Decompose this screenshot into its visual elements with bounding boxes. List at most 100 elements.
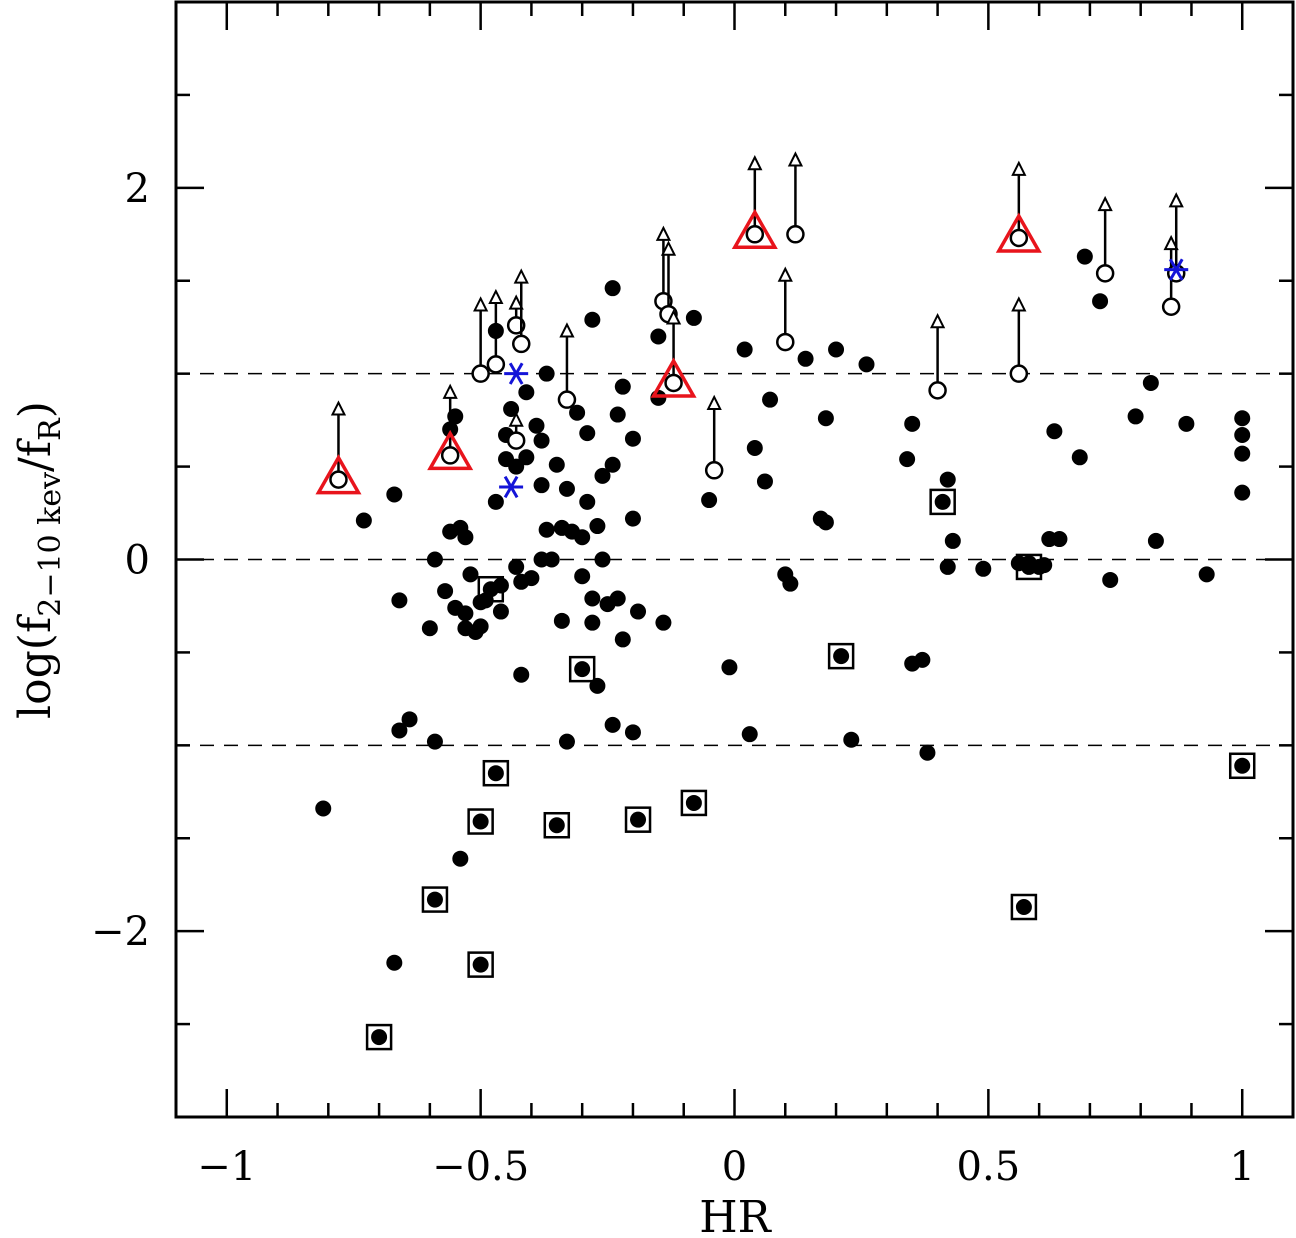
- data-point: [1198, 566, 1215, 583]
- data-point: [939, 471, 956, 488]
- data-point: [543, 551, 560, 568]
- limit-point: [440, 446, 460, 465]
- data-point: [614, 378, 631, 395]
- data-point: [609, 406, 626, 423]
- triangle-marker: [315, 454, 362, 495]
- limit-arrow-head: [706, 394, 722, 410]
- limit-arrow-head: [488, 288, 504, 305]
- data-point: [899, 451, 916, 468]
- limit-arrow-head: [929, 312, 946, 329]
- data-point: [1234, 484, 1251, 501]
- limit-arrow-head: [660, 240, 677, 256]
- limit-point: [745, 225, 765, 244]
- boxed-point-frame: [1010, 893, 1038, 921]
- star-arm: [503, 475, 519, 499]
- data-point: [315, 800, 332, 817]
- data-point: [939, 558, 956, 575]
- boxed-point: [574, 661, 591, 678]
- limit-point: [1009, 364, 1029, 383]
- y-tick-label: 0: [125, 538, 150, 584]
- data-point: [604, 716, 621, 733]
- data-point: [858, 356, 875, 373]
- y-axis-title-mid: /f: [10, 438, 61, 472]
- data-point: [624, 724, 641, 741]
- data-point: [756, 473, 773, 490]
- limit-arrow-head: [1168, 192, 1184, 208]
- limit-point: [704, 461, 724, 480]
- data-point: [650, 328, 667, 345]
- limit-arrow-head: [665, 309, 682, 325]
- boxed-point-frame: [421, 886, 449, 913]
- data-point: [426, 551, 443, 568]
- limit-point: [1161, 297, 1181, 317]
- boxed-point-frame: [1228, 752, 1256, 780]
- data-point: [655, 614, 672, 631]
- y-axis-title: log(f2−10 kev/fR): [10, 401, 68, 719]
- y-axis-title-sub: 2−10 kev: [33, 472, 68, 617]
- data-point: [746, 440, 763, 456]
- data-point: [1127, 408, 1144, 425]
- boxed-point: [833, 648, 850, 665]
- boxed-point: [1015, 899, 1032, 916]
- data-point: [1046, 423, 1063, 440]
- boxed-point: [630, 811, 647, 828]
- triangle-marker: [427, 429, 474, 471]
- boxed-point: [548, 817, 565, 834]
- limit-point: [1009, 228, 1029, 248]
- data-point: [584, 311, 601, 328]
- limit-point: [928, 381, 947, 400]
- data-point: [421, 620, 438, 637]
- boxed-point-frame: [568, 655, 596, 683]
- y-axis-title-end: ): [10, 401, 61, 418]
- data-point: [1178, 415, 1195, 432]
- data-point: [492, 603, 509, 620]
- data-point: [553, 612, 570, 629]
- data-point: [817, 410, 834, 427]
- data-point: [589, 518, 606, 535]
- data-point: [584, 614, 601, 631]
- boxed-point: [371, 1029, 388, 1046]
- boxed-point-frame: [680, 789, 708, 817]
- data-point: [828, 341, 845, 358]
- data-point: [782, 575, 799, 592]
- data-point: [1076, 248, 1093, 265]
- data-point: [391, 592, 408, 609]
- limit-point: [786, 225, 805, 244]
- boxed-point-frame: [467, 808, 494, 835]
- data-point: [919, 744, 936, 761]
- data-point: [701, 492, 718, 509]
- data-point: [574, 529, 591, 546]
- data-point: [487, 493, 504, 510]
- data-point: [533, 432, 550, 449]
- boxed-point-frame: [477, 575, 505, 603]
- limit-arrow-head: [1011, 296, 1027, 312]
- data-point: [594, 467, 611, 484]
- data-point: [762, 391, 779, 408]
- limit-arrow-head: [1097, 195, 1113, 212]
- data-point: [904, 415, 921, 432]
- data-point: [503, 400, 520, 417]
- plot-frame: [174, 0, 1295, 1119]
- data-point: [574, 568, 591, 585]
- limit-arrow-head: [1163, 234, 1179, 251]
- data-point: [721, 659, 738, 676]
- boxed-point-frame: [482, 759, 510, 787]
- data-point: [843, 731, 860, 748]
- boxed-point-frame: [827, 642, 855, 670]
- data-point: [508, 558, 525, 575]
- data-point: [630, 603, 647, 620]
- data-point: [1092, 293, 1109, 310]
- triangle-marker: [650, 357, 697, 398]
- data-point: [355, 512, 372, 529]
- data-point: [426, 733, 443, 750]
- boxed-point-frame: [1015, 553, 1043, 581]
- data-point: [1051, 531, 1068, 548]
- star-arm: [508, 362, 524, 385]
- limit-point: [664, 373, 683, 393]
- data-point: [1147, 532, 1164, 549]
- boxed-point-frame: [929, 488, 956, 516]
- data-point: [452, 850, 469, 867]
- limit-point: [486, 355, 506, 374]
- limit-point: [776, 332, 795, 352]
- y-axis-title-sub2: R: [33, 417, 68, 441]
